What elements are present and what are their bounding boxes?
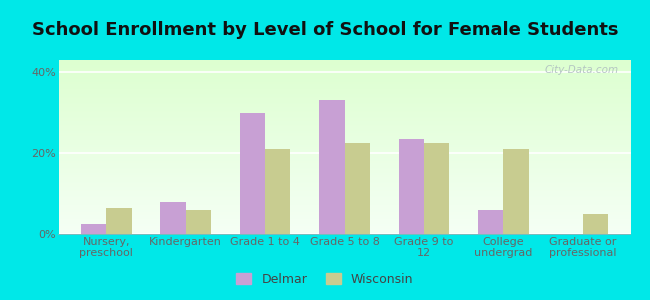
Text: School Enrollment by Level of School for Female Students: School Enrollment by Level of School for…	[32, 21, 618, 39]
Text: City-Data.com: City-Data.com	[545, 65, 619, 75]
Bar	[265, 149, 291, 234]
Bar	[160, 202, 186, 234]
Bar	[398, 139, 424, 234]
Bar	[344, 143, 370, 234]
Bar	[319, 100, 344, 234]
Bar	[424, 143, 449, 234]
Legend: Delmar, Wisconsin: Delmar, Wisconsin	[231, 268, 419, 291]
Bar	[503, 149, 529, 234]
Bar	[186, 210, 211, 234]
Bar	[478, 210, 503, 234]
Bar	[240, 112, 265, 234]
Bar	[583, 214, 608, 234]
Bar	[106, 208, 131, 234]
Bar	[81, 224, 106, 234]
